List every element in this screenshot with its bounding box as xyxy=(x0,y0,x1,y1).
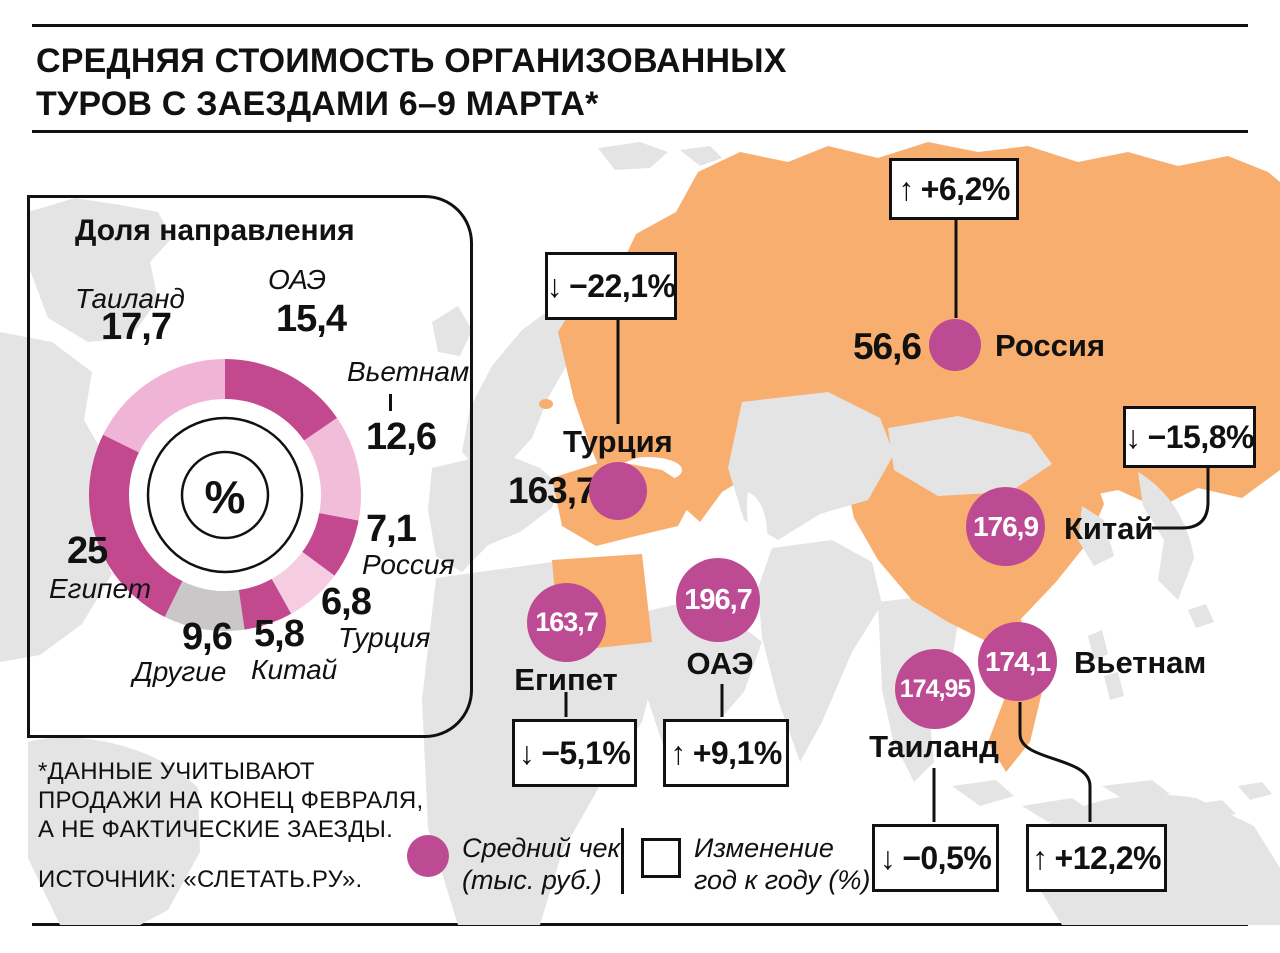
check-value-turkey: 163,7 xyxy=(508,470,597,511)
page-title-line2: ТУРОВ С ЗАЕЗДАМИ 6–9 МАРТА* xyxy=(36,85,599,123)
legend-check-label: Средний чек (тыс. руб.) xyxy=(462,832,620,896)
page-title-line1: СРЕДНЯЯ СТОИМОСТЬ ОРГАНИЗОВАННЫХ xyxy=(36,42,787,80)
legend-check-circle-icon xyxy=(407,835,449,877)
connector-china xyxy=(1152,463,1210,530)
down-arrow-icon: ↓ xyxy=(1125,418,1141,455)
change-box-egypt: ↓ −5,1% xyxy=(512,719,637,787)
down-arrow-icon: ↓ xyxy=(879,839,896,876)
check-circle-vietnam: 174,1 xyxy=(978,622,1057,701)
country-label-uae: ОАЭ xyxy=(686,646,754,681)
check-value-uae: 196,7 xyxy=(684,583,753,616)
donut-segment-Другие xyxy=(164,581,245,631)
footnote-line3: А НЕ ФАКТИЧЕСКИЕ ЗАЕЗДЫ. xyxy=(38,816,393,843)
country-label-egypt: Египет xyxy=(514,662,618,697)
change-value-china: −15,8% xyxy=(1147,418,1255,455)
country-label-thailand: Таиланд xyxy=(869,729,999,764)
change-box-russia: ↑ +6,2% xyxy=(889,158,1019,220)
change-value-vietnam: +12,2% xyxy=(1054,839,1162,876)
donut-chart: % xyxy=(89,359,361,631)
check-value-thailand: 174,95 xyxy=(899,674,971,703)
legend-change-label-line1: Изменение xyxy=(694,833,834,863)
country-label-russia: Россия xyxy=(995,328,1106,363)
change-box-turkey: ↓ −22,1% xyxy=(545,252,677,320)
donut-label-turkey: Турция xyxy=(338,622,431,653)
donut-value-uae: 15,4 xyxy=(276,298,347,340)
donut-segment-ОАЭ xyxy=(225,359,337,441)
header-rule xyxy=(32,130,1248,133)
donut-label-uae: ОАЭ xyxy=(268,264,327,295)
change-box-uae: ↑ +9,1% xyxy=(663,719,789,787)
legend-divider xyxy=(621,828,624,894)
donut-value-others: 9,6 xyxy=(182,616,233,658)
donut-segment-Китай xyxy=(238,578,292,630)
donut-value-vietnam: 12,6 xyxy=(366,416,437,458)
legend-change-square-icon xyxy=(641,838,681,878)
donut-value-thailand: 17,7 xyxy=(101,306,172,348)
check-value-egypt: 163,7 xyxy=(535,607,599,637)
check-value-russia: 56,6 xyxy=(852,326,922,367)
legend-change-label: Изменение год к году (%) xyxy=(694,832,870,896)
share-panel-title: Доля направления xyxy=(75,214,355,247)
check-circle-egypt: 163,7 xyxy=(527,583,606,662)
check-value-china: 176,9 xyxy=(972,510,1039,542)
donut-segment-Россия xyxy=(302,512,359,576)
change-value-egypt: −5,1% xyxy=(541,734,631,771)
change-box-china: ↓ −15,8% xyxy=(1123,406,1256,468)
legend-change-label-line2: год к году (%) xyxy=(694,865,871,895)
donut-segment-Таиланд xyxy=(103,359,225,453)
donut-label-russia: Россия xyxy=(362,549,455,580)
change-box-vietnam: ↑ +12,2% xyxy=(1026,824,1167,892)
donut-value-turkey: 6,8 xyxy=(321,581,372,623)
donut-segment-Вьетнам xyxy=(304,417,361,521)
down-arrow-icon: ↓ xyxy=(546,267,563,304)
check-circle-china: 176,9 xyxy=(966,487,1045,566)
change-value-thailand: −0,5% xyxy=(902,839,992,876)
footnote: *ДАННЫЕ УЧИТЫВАЮТ ПРОДАЖИ НА КОНЕЦ ФЕВРА… xyxy=(38,757,423,844)
top-rule xyxy=(32,24,1248,27)
check-circle-turkey xyxy=(589,462,647,520)
donut-value-egypt: 25 xyxy=(67,530,108,572)
donut-segment-Турция xyxy=(271,551,335,614)
check-circle-thailand: 174,95 xyxy=(895,649,975,729)
legend-check-label-line1: Средний чек xyxy=(462,833,621,863)
donut-segment-Египет xyxy=(89,434,183,617)
bottom-rule xyxy=(32,923,1248,926)
legend-check-label-line2: (тыс. руб.) xyxy=(462,865,602,895)
donut-label-vietnam: Вьетнам xyxy=(347,356,470,387)
donut-inner-ring-2 xyxy=(180,450,270,540)
footnote-line2: ПРОДАЖИ НА КОНЕЦ ФЕВРАЛЯ, xyxy=(38,787,424,814)
change-box-thailand: ↓ −0,5% xyxy=(872,824,999,892)
donut-value-china: 5,8 xyxy=(254,613,305,655)
donut-label-thailand: Таиланд xyxy=(75,283,185,314)
up-arrow-icon: ↑ xyxy=(670,734,686,771)
share-panel xyxy=(27,195,473,738)
page-title: СРЕДНЯЯ СТОИМОСТЬ ОРГАНИЗОВАННЫХ ТУРОВ С… xyxy=(36,40,787,126)
country-label-turkey: Турция xyxy=(563,424,673,459)
connector-vietnam xyxy=(1018,702,1092,822)
down-arrow-icon: ↓ xyxy=(518,734,535,771)
change-value-uae: +9,1% xyxy=(692,734,783,771)
country-label-china: Китай xyxy=(1064,511,1154,546)
donut-inner-ring-1 xyxy=(146,416,304,574)
donut-center-symbol: % xyxy=(205,471,246,523)
change-value-russia: +6,2% xyxy=(920,170,1011,207)
check-value-vietnam: 174,1 xyxy=(984,645,1051,677)
donut-value-russia: 7,1 xyxy=(366,508,417,550)
check-circle-uae: 196,7 xyxy=(676,558,760,642)
donut-label-egypt: Египет xyxy=(49,573,152,604)
check-circle-russia xyxy=(929,319,981,371)
up-arrow-icon: ↑ xyxy=(1032,839,1048,876)
change-value-turkey: −22,1% xyxy=(569,267,676,304)
donut-label-others: Другие xyxy=(133,656,227,687)
source-line: ИСТОЧНИК: «СЛЕТАТЬ.РУ». xyxy=(38,866,363,893)
donut-label-china: Китай xyxy=(251,654,338,685)
donut-tick-vietnam xyxy=(389,394,392,411)
up-arrow-icon: ↑ xyxy=(898,170,914,207)
footnote-line1: *ДАННЫЕ УЧИТЫВАЮТ xyxy=(38,758,315,785)
country-label-vietnam: Вьетнам xyxy=(1074,645,1207,680)
